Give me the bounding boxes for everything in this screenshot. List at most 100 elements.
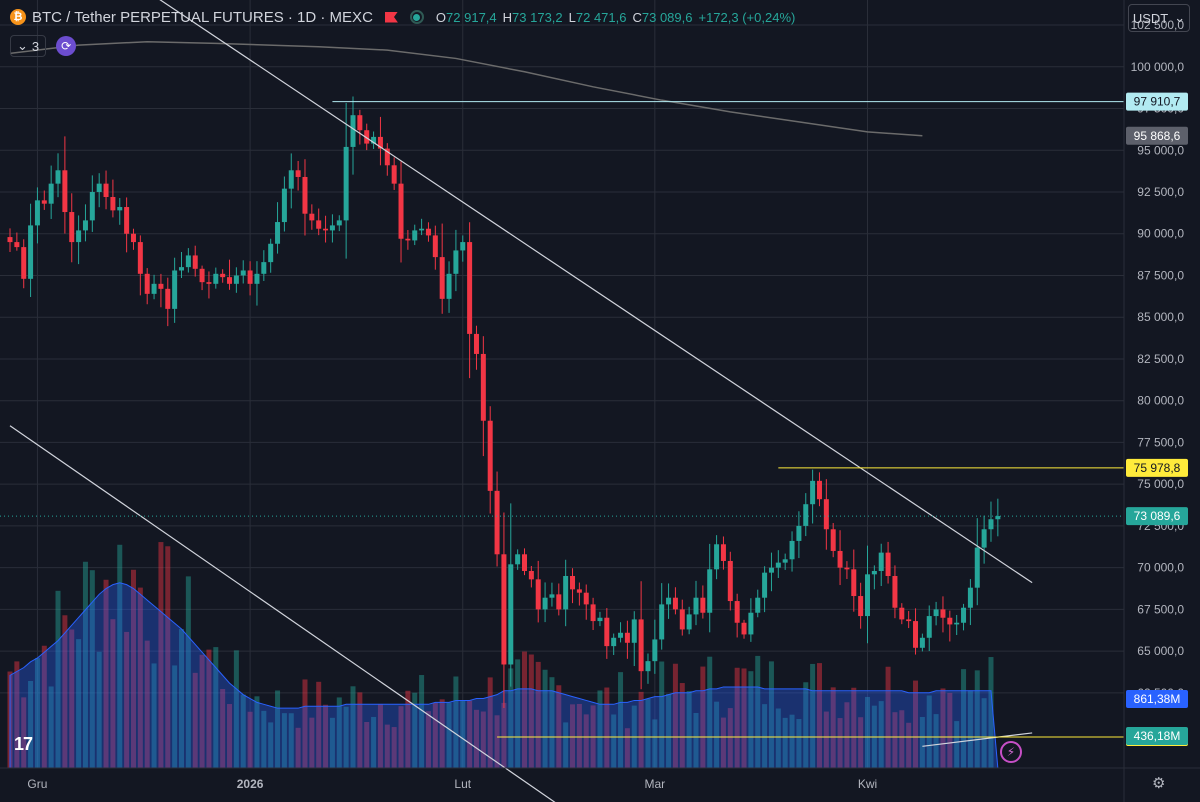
volume-bar: [851, 687, 857, 768]
volume-bar: [734, 667, 740, 768]
volume-bar: [309, 717, 315, 768]
volume-bar: [473, 709, 479, 768]
candle-body: [638, 619, 644, 672]
candle-body: [377, 136, 383, 149]
volume-bar: [981, 698, 987, 768]
currency-select[interactable]: USDT ⌄: [1128, 4, 1190, 32]
candle-body: [82, 220, 88, 231]
gear-icon[interactable]: ⚙: [1152, 775, 1166, 792]
volume-bar: [82, 561, 88, 768]
candle-body: [364, 130, 370, 144]
candle-body: [350, 115, 356, 147]
candle-body: [240, 270, 246, 276]
volume-bar: [316, 681, 322, 768]
candle-body: [439, 257, 445, 299]
volume-bar: [302, 679, 308, 768]
volume-bar: [130, 569, 136, 768]
candle-body: [288, 170, 294, 189]
candle-body: [535, 579, 541, 610]
candle-body: [323, 228, 329, 231]
price-label-box: [1126, 126, 1188, 145]
candle-body: [268, 243, 274, 263]
candle-body: [865, 574, 870, 617]
candle-body: [62, 170, 68, 213]
price-label: 95 868,6: [1134, 129, 1181, 143]
candle-body: [748, 612, 754, 635]
candle-body: [371, 136, 377, 144]
candle-body: [981, 529, 987, 548]
candle-body: [480, 353, 486, 421]
market-status-icon[interactable]: [409, 10, 424, 24]
volume-bar: [233, 650, 239, 768]
symbol-title[interactable]: BTC / Tether PERPETUAL FUTURES · 1D · ME…: [32, 8, 373, 26]
candle-body: [55, 170, 61, 184]
candle-body: [213, 273, 219, 284]
candle-body: [556, 594, 562, 610]
volume-bar: [542, 669, 548, 768]
volume-bar: [830, 687, 836, 768]
volume-bar: [679, 683, 685, 768]
volume-bar: [467, 700, 473, 768]
candle-body: [137, 242, 143, 274]
volume-bar: [199, 654, 205, 768]
tradingview-logo[interactable]: 17: [14, 734, 33, 754]
volume-bar: [21, 697, 27, 768]
x-tick-label: Mar: [645, 777, 666, 791]
y-tick-label: 65 000,0: [1137, 644, 1184, 658]
candle-body: [700, 597, 706, 613]
volume-bar: [810, 663, 816, 768]
price-label-box: [1126, 92, 1188, 111]
candle-body: [549, 594, 555, 598]
volume-bar: [117, 544, 123, 768]
long-moving-average: [9, 40, 923, 137]
volume-bar: [727, 708, 733, 768]
volume-bar: [254, 696, 260, 768]
lightning-icon[interactable]: ⚡: [1000, 741, 1022, 763]
candle-body: [316, 220, 322, 229]
candle-body: [645, 661, 651, 672]
volume-bar: [343, 706, 349, 768]
volume-bar: [69, 629, 75, 768]
volume-bar: [597, 690, 603, 768]
y-tick-label: 102 500,0: [1131, 18, 1185, 32]
volume-bar: [165, 546, 171, 768]
candle-body: [686, 614, 692, 630]
candle-body: [96, 183, 102, 192]
volume-bar: [158, 542, 164, 768]
candle-body: [41, 200, 47, 204]
trend-line: [159, 0, 1033, 584]
candle-body: [810, 480, 816, 505]
volume-bar: [89, 570, 95, 768]
candle-body: [974, 547, 980, 588]
chevron-down-icon: ⌄: [17, 38, 28, 53]
candle-body: [659, 604, 665, 640]
sync-icon[interactable]: ⟳: [56, 36, 77, 56]
volume-bar: [62, 615, 68, 768]
volume-bar: [213, 647, 219, 768]
volume-label-box: [1126, 727, 1188, 745]
volume-bar: [878, 701, 884, 768]
x-tick-label: Kwi: [858, 777, 877, 791]
volume-label: 436,18M: [1134, 729, 1181, 743]
volume-bar: [570, 704, 576, 768]
volume-bar: [885, 666, 891, 768]
volume-bar: [782, 717, 788, 768]
volume-bar: [501, 702, 507, 768]
volume-bar: [55, 590, 61, 768]
volume-bar: [714, 701, 720, 768]
candle-body: [7, 237, 13, 243]
flag-icon[interactable]: [384, 11, 398, 23]
volume-bar: [419, 675, 425, 768]
volume-bar: [124, 631, 130, 768]
indicators-toggle-button[interactable]: ⌄ 3: [10, 35, 47, 57]
volume-bar: [954, 721, 960, 768]
volume-bar: [268, 722, 274, 768]
volume-bar: [192, 672, 198, 768]
change-value: +172,3 (+0,24%): [698, 9, 796, 25]
candle-body: [179, 267, 184, 271]
volume-bar: [919, 716, 925, 768]
candle-body: [727, 560, 733, 602]
volume-bar: [295, 727, 301, 768]
candle-body: [604, 617, 610, 647]
